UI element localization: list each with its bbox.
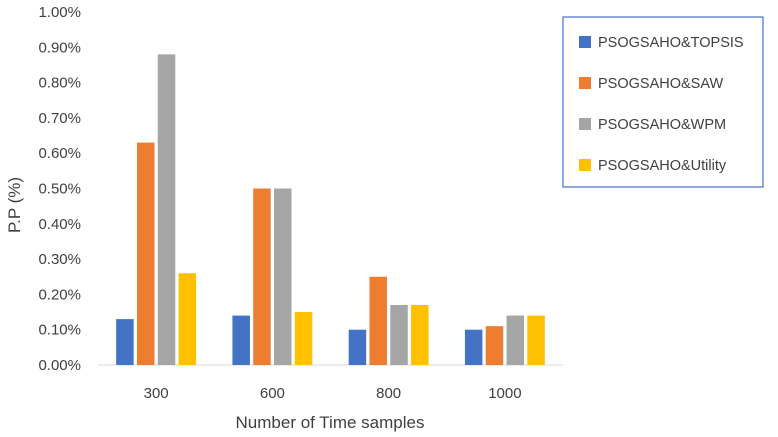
bar-psogsaho-topsis-600 [232,315,250,365]
legend-box [562,16,764,188]
legend-label: PSOGSAHO&SAW [598,76,723,92]
bar-psogsaho-topsis-1000 [464,329,483,365]
bar-psogsaho-saw-800 [369,276,387,365]
y-tick-label: 0.50% [38,181,81,198]
bar-psogsaho-utility-800 [411,304,429,365]
x-tick-label: 600 [260,385,285,402]
legend-swatch [579,77,591,89]
legend-swatch [579,118,591,130]
y-tick-label: 0.00% [38,357,81,374]
legend-swatch [579,159,591,171]
y-tick-label: 1.00% [38,4,81,21]
bar-psogsaho-wpm-800 [390,304,408,365]
bar-psogsaho-topsis-800 [348,329,367,365]
bar-psogsaho-saw-300 [136,142,155,365]
legend-swatch [579,36,591,48]
y-tick-label: 0.20% [38,286,81,303]
y-tick-label: 0.30% [38,251,81,268]
y-axis-ticks: 0.00% 0.10% 0.20% 0.30% 0.40% 0.50% 0.60% 0.70%… [38,4,81,374]
x-axis-ticks: 300 600 800 1000 [144,385,522,402]
y-tick-label: 0.10% [38,322,81,339]
legend-label: PSOGSAHO&TOPSIS [598,35,744,51]
bars [116,54,545,366]
legend-label: PSOGSAHO&WPM [598,117,726,133]
x-tick-label: 1000 [488,385,521,402]
y-tick-label: 0.70% [38,110,81,127]
bar-psogsaho-wpm-600 [274,188,292,365]
x-tick-label: 800 [376,385,401,402]
y-tick-label: 0.80% [38,75,81,92]
y-tick-label: 0.40% [38,216,81,233]
bar-psogsaho-utility-1000 [527,315,545,365]
x-tick-label: 300 [144,385,169,402]
y-axis-label: P.P (%) [5,177,24,233]
bar-psogsaho-wpm-300 [157,54,176,366]
legend-items: PSOGSAHO&TOPSIS PSOGSAHO&SAW PSOGSAHO&WPM P… [579,35,744,174]
legend-label: PSOGSAHO&Utility [598,158,727,174]
legend: PSOGSAHO&TOPSIS PSOGSAHO&SAW PSOGSAHO&WPM P… [562,16,764,188]
bar-psogsaho-saw-1000 [485,326,504,365]
x-axis-label: Number of Time samples [236,413,425,432]
y-tick-label: 0.90% [38,39,81,56]
bar-psogsaho-saw-600 [253,188,271,365]
bar-psogsaho-utility-600 [294,312,313,365]
y-tick-label: 0.60% [38,145,81,162]
bar-psogsaho-topsis-300 [116,319,134,365]
bar-psogsaho-wpm-1000 [506,315,525,365]
bar-psogsaho-utility-300 [178,273,197,365]
